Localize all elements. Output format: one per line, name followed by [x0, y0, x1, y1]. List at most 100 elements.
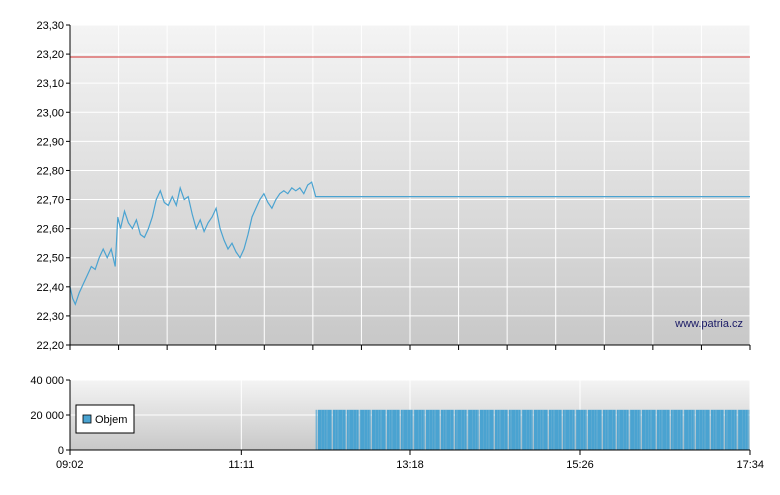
- volume-bar: [498, 410, 500, 450]
- price-y-tick-label: 22,30: [36, 311, 64, 323]
- volume-bar: [393, 410, 397, 450]
- volume-bar: [619, 410, 620, 450]
- x-tick-label: 13:18: [396, 459, 424, 471]
- volume-bar: [684, 410, 685, 450]
- volume-bar: [469, 410, 473, 450]
- volume-y-tick-label: 40 000: [30, 375, 64, 387]
- volume-bar: [478, 410, 479, 450]
- volume-bar: [538, 410, 541, 450]
- volume-bar: [660, 410, 662, 450]
- volume-bar: [662, 410, 663, 450]
- volume-bar: [435, 410, 436, 450]
- volume-bar: [512, 410, 516, 450]
- volume-bar: [372, 410, 376, 450]
- volume-bar: [322, 410, 325, 450]
- volume-bar: [534, 410, 538, 450]
- volume-bar: [465, 410, 467, 450]
- volume-bar: [746, 410, 748, 450]
- volume-bar: [597, 410, 598, 450]
- volume-bar: [586, 410, 587, 450]
- volume-bar: [588, 410, 592, 450]
- volume-bar: [642, 410, 646, 450]
- volume-bar: [532, 410, 533, 450]
- volume-bar: [678, 410, 681, 450]
- volume-bar: [624, 410, 627, 450]
- volume-bar: [415, 410, 419, 450]
- volume-bar: [379, 410, 381, 450]
- volume-bar: [328, 410, 332, 450]
- volume-bar: [646, 410, 649, 450]
- volume-bar: [620, 410, 624, 450]
- volume-bar: [706, 410, 710, 450]
- volume-bar: [703, 410, 705, 450]
- volume-bar: [606, 410, 608, 450]
- price-y-tick-label: 23,20: [36, 49, 64, 61]
- volume-bar: [381, 410, 382, 450]
- volume-bar: [566, 410, 570, 450]
- volume-bar: [705, 410, 706, 450]
- volume-bar: [640, 410, 641, 450]
- volume-bar: [673, 410, 674, 450]
- price-y-tick-label: 22,80: [36, 165, 64, 177]
- volume-bar: [595, 410, 597, 450]
- volume-bar: [652, 410, 656, 450]
- volume-bar: [735, 410, 737, 450]
- volume-bar: [336, 410, 338, 450]
- volume-bar: [370, 410, 371, 450]
- volume-bar: [430, 410, 433, 450]
- volume-bar: [635, 410, 638, 450]
- volume-bar: [387, 410, 390, 450]
- volume-bar: [522, 410, 523, 450]
- volume-bar: [527, 410, 530, 450]
- volume-bar: [457, 410, 458, 450]
- volume-bar: [554, 410, 555, 450]
- volume-bar: [543, 410, 544, 450]
- volume-bar: [565, 410, 566, 450]
- volume-bar: [576, 410, 577, 450]
- volume-legend: Objem: [76, 405, 134, 433]
- volume-bar: [468, 410, 469, 450]
- x-tick-label: 11:11: [228, 459, 254, 471]
- volume-bar: [638, 410, 640, 450]
- volume-bar: [350, 410, 354, 450]
- volume-bar: [316, 410, 317, 450]
- volume-bar: [451, 410, 454, 450]
- volume-bar: [339, 410, 343, 450]
- volume-bar: [422, 410, 424, 450]
- volume-bar: [338, 410, 339, 450]
- volume-bar: [424, 410, 425, 450]
- volume-bar: [627, 410, 629, 450]
- volume-bar: [354, 410, 357, 450]
- volume-bar: [376, 410, 379, 450]
- volume-bar: [544, 410, 548, 450]
- volume-bar: [476, 410, 478, 450]
- volume-bar: [458, 410, 462, 450]
- volume-bar: [487, 410, 489, 450]
- volume-bar: [700, 410, 703, 450]
- volume-bar: [505, 410, 508, 450]
- volume-bar: [390, 410, 392, 450]
- volume-bar: [318, 410, 322, 450]
- volume-bar: [349, 410, 350, 450]
- volume-bar: [397, 410, 400, 450]
- volume-bar: [441, 410, 444, 450]
- volume-bar: [716, 410, 717, 450]
- volume-bar: [732, 410, 735, 450]
- volume-bar: [721, 410, 724, 450]
- volume-bar: [685, 410, 689, 450]
- volume-bar: [541, 410, 543, 450]
- volume-bar: [473, 410, 476, 450]
- x-tick-label: 17:34: [736, 459, 764, 471]
- volume-bar: [555, 410, 559, 450]
- price-y-tick-label: 23,30: [36, 20, 64, 32]
- price-y-tick-label: 22,40: [36, 282, 64, 294]
- volume-bar: [559, 410, 562, 450]
- volume-bar: [382, 410, 386, 450]
- volume-bar: [436, 410, 440, 450]
- volume-bar: [327, 410, 328, 450]
- volume-y-tick-label: 20 000: [30, 410, 64, 422]
- volume-bar: [360, 410, 361, 450]
- price-y-tick-label: 23,10: [36, 78, 64, 90]
